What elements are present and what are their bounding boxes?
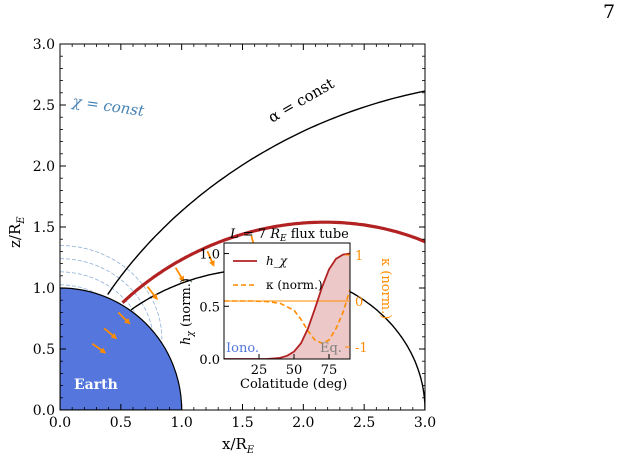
page-number: 7	[603, 1, 616, 23]
inset-x-tick-label: 25	[251, 363, 268, 378]
y-tick-label: 2.0	[33, 159, 55, 175]
y-tick-label: 3.0	[33, 37, 55, 53]
x-tick-label: 1.5	[231, 415, 253, 431]
x-tick-label: 1.0	[171, 415, 193, 431]
legend-h-chi-label: h_χ	[266, 254, 288, 268]
inset-y2-tick-label: 0	[355, 295, 363, 310]
inset-y-tick-label: 0.0	[199, 353, 220, 368]
inset-x-tick-label: 50	[286, 363, 303, 378]
inset-y-label: hχ (norm.)	[179, 278, 196, 345]
chi-const-label: χ = const	[70, 92, 146, 120]
field-line-black	[107, 90, 425, 295]
gradient-arrow	[206, 250, 215, 267]
field-lines	[107, 90, 425, 410]
gradient-arrow	[174, 267, 185, 283]
x-tick-label: 0.0	[49, 415, 71, 431]
x-axis-label: x/RE	[222, 435, 255, 456]
x-tick-label: 3.0	[414, 415, 436, 431]
inset-x-label: Colatitude (deg)	[240, 377, 347, 392]
inset-panel: 25 50 75 0.0 0.5 1.0 -1 0 1 L = 7 RE flux tube h…	[179, 227, 393, 392]
y-tick-label: 2.5	[33, 98, 55, 114]
x-tick-label: 2.0	[292, 415, 314, 431]
inset-y-tick-label: 1.0	[199, 248, 220, 263]
gradient-arrow	[146, 286, 158, 301]
x-tick-label: 0.5	[110, 415, 132, 431]
chi-contour-line	[60, 284, 98, 295]
inset-y-tick-label: 0.5	[199, 300, 220, 315]
earth-disk	[60, 287, 183, 410]
main-plot-area	[60, 90, 425, 410]
eq-label: Eq.	[320, 341, 342, 356]
y-tick-label: 1.5	[33, 220, 55, 236]
chi-contour-line	[60, 271, 137, 315]
gradient-arrow	[103, 327, 118, 340]
alpha-const-label: α = const	[265, 74, 337, 126]
x-tick-label: 2.5	[353, 415, 375, 431]
field-line-red	[121, 220, 425, 304]
chi-contour-line	[60, 258, 153, 330]
chi-contour-line	[60, 245, 163, 342]
inset-x-tick-label: 75	[321, 363, 338, 378]
y-tick-label: 0.0	[33, 403, 55, 419]
h-chi-fill	[224, 253, 350, 359]
gradient-arrows	[91, 235, 258, 354]
inset-title: L = 7 RE flux tube	[229, 227, 349, 244]
main-ticks: 0.0 0.5 1.0 1.5 2.0 2.5 3.0 0.0 0.5 1.0 1.5 2.0 2.5 3…	[33, 37, 436, 431]
y-tick-label: 0.5	[33, 342, 55, 358]
gradient-arrow	[117, 311, 131, 325]
kappa-series-line	[224, 289, 350, 345]
h-chi-series-line	[224, 252, 350, 359]
legend-kappa-label: κ (norm.)	[266, 278, 323, 292]
inset-y2-tick-label: 1	[355, 249, 363, 264]
y-tick-label: 1.0	[33, 281, 55, 297]
inset-y2-label: κ (norm.)	[378, 258, 393, 319]
inset-ticks: 25 50 75 0.0 0.5 1.0 -1 0 1	[199, 248, 367, 378]
inset-y2-tick-label: -1	[355, 341, 368, 356]
chi-contours	[60, 245, 163, 342]
y-axis-label: z/RE	[6, 216, 27, 248]
earth-label: Earth	[74, 377, 118, 393]
iono-label: Iono.	[226, 341, 259, 356]
gradient-arrow	[91, 342, 107, 354]
